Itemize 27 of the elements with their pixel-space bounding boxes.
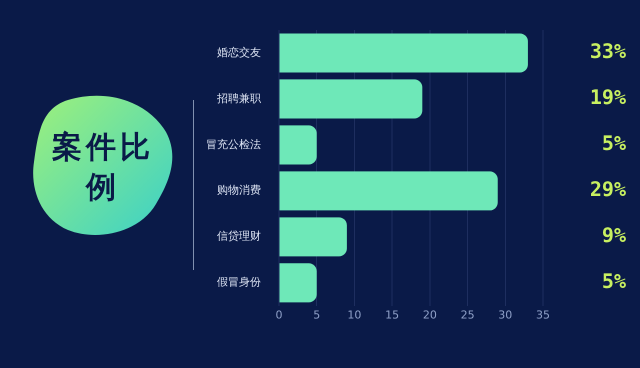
data-label: 33% bbox=[590, 39, 626, 64]
y-tick-label: 假冒身份 bbox=[217, 276, 261, 289]
x-tick-label: 5 bbox=[313, 308, 320, 322]
data-label: 29% bbox=[590, 177, 626, 202]
x-tick-label: 10 bbox=[347, 308, 362, 322]
bar bbox=[280, 79, 422, 118]
x-tick-label: 0 bbox=[276, 308, 282, 322]
data-label: 5% bbox=[602, 269, 626, 294]
data-label: 9% bbox=[602, 223, 626, 248]
x-tick-label: 25 bbox=[460, 308, 475, 322]
x-tick-label: 30 bbox=[498, 308, 512, 322]
data-label: 19% bbox=[590, 85, 626, 110]
bar bbox=[280, 263, 317, 302]
y-tick-label: 招聘兼职 bbox=[216, 92, 261, 105]
x-tick-label: 15 bbox=[385, 308, 400, 322]
x-tick-label: 20 bbox=[422, 308, 437, 322]
y-tick-label: 信贷理财 bbox=[217, 230, 261, 243]
bar bbox=[280, 125, 317, 164]
data-label: 5% bbox=[602, 131, 626, 156]
y-tick-label: 冒充公检法 bbox=[206, 138, 261, 151]
y-tick-label: 婚恋交友 bbox=[217, 46, 261, 59]
text: 案件比例 bbox=[51, 129, 155, 207]
y-tick-label: 购物消费 bbox=[217, 184, 261, 197]
bar bbox=[280, 33, 528, 73]
x-tick-label: 35 bbox=[536, 308, 550, 322]
bar bbox=[280, 217, 347, 256]
bar bbox=[280, 171, 498, 210]
